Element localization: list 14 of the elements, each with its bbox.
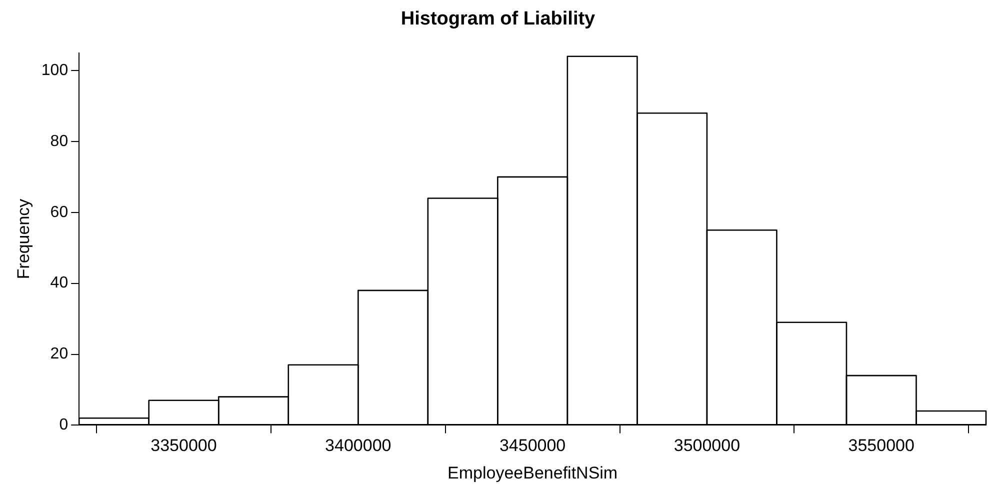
y-tick-label: 80	[50, 132, 68, 150]
x-tick-label: 3550000	[848, 436, 914, 456]
x-tick-label: 3350000	[150, 436, 217, 456]
x-tick-label: 3500000	[674, 436, 740, 456]
x-tick-label: 3400000	[325, 436, 392, 456]
x-axis-title: EmployeeBenefitNSim	[448, 463, 618, 482]
chart-title: Histogram of Liability	[400, 8, 596, 30]
y-tick-label: 60	[50, 204, 68, 221]
y-tick-label: 40	[50, 274, 68, 292]
y-tick-label: 20	[50, 346, 68, 363]
y-tick-label: 0	[59, 416, 68, 434]
x-tick-label: 3450000	[499, 436, 566, 456]
y-tick-label: 100	[41, 62, 68, 79]
y-axis-title: Frequency	[14, 198, 33, 280]
